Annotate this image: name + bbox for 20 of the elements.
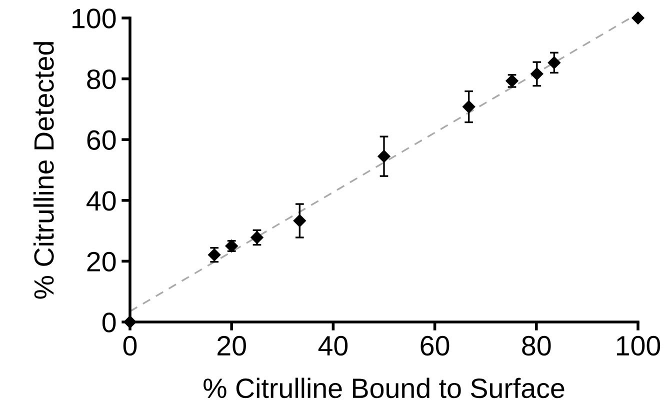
- y-tick-label: 80: [87, 69, 116, 90]
- y-axis-title: % Citrulline Detected: [33, 42, 54, 299]
- y-tick-label: 100: [72, 8, 116, 28]
- y-tick-label: 20: [87, 252, 116, 272]
- y-tick-label: 0: [102, 312, 116, 332]
- x-tick-label: 80: [522, 336, 551, 356]
- x-tick-label: 60: [420, 336, 450, 356]
- point: [548, 56, 561, 70]
- point: [631, 11, 645, 25]
- x-tick-label: 0: [123, 336, 137, 356]
- y-tick-label: 40: [86, 191, 116, 211]
- x-tick-label: 100: [616, 336, 660, 356]
- x-tick-label: 40: [318, 336, 348, 356]
- point: [530, 67, 544, 81]
- point: [462, 100, 476, 114]
- x-axis-title: % Citrulline Bound to Surface: [204, 378, 564, 398]
- x-tick-label: 20: [218, 336, 246, 356]
- point: [293, 214, 306, 228]
- y-tick-label: 60: [87, 130, 116, 150]
- point: [377, 150, 391, 163]
